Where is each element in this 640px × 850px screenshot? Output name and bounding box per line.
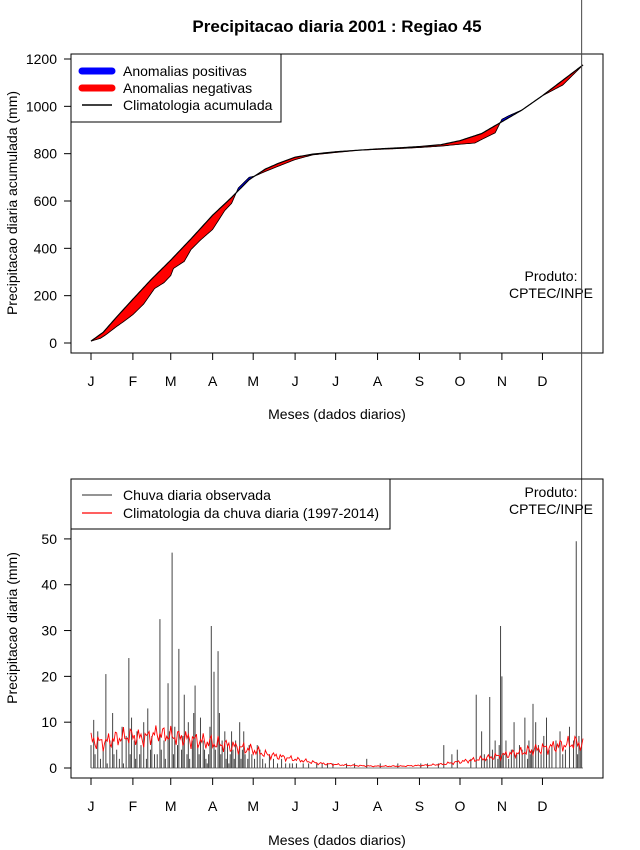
top-y-tick-label: 800 <box>34 146 58 162</box>
top-legend: Anomalias positivas Anomalias negativas … <box>70 53 282 123</box>
observed-cumulative-line <box>90 64 584 342</box>
top-x-tick-label: S <box>415 373 424 389</box>
climatology-cumulative-line <box>90 64 584 342</box>
top-x-tick-label: J <box>332 373 339 389</box>
bottom-y-tick-label: 30 <box>41 623 57 639</box>
top-x-tick-label: J <box>88 373 95 389</box>
legend-positive-label: Anomalias positivas <box>123 63 247 79</box>
top-y-tick-label: 1200 <box>26 51 57 67</box>
top-x-tick-label: F <box>129 373 138 389</box>
bottom-x-label: Meses (dados diarios) <box>268 832 406 848</box>
bottom-x-tick-label: A <box>373 798 383 814</box>
bottom-y-tick-label: 50 <box>41 531 57 547</box>
top-x-tick-label: M <box>165 373 177 389</box>
bottom-y-tick-label: 20 <box>41 668 57 684</box>
bottom-x-tick-label: F <box>129 798 138 814</box>
top-x-tick-label: J <box>292 373 299 389</box>
bottom-annotation-line1: Produto: <box>525 484 578 500</box>
bottom-y-label: Precipitacao diaria (mm) <box>4 552 20 704</box>
bottom-legend: Chuva diaria observada Climatologia da c… <box>70 478 391 530</box>
climatology-daily-line <box>90 725 584 768</box>
bottom-x-tick-label: O <box>455 798 466 814</box>
top-y-tick-label: 400 <box>34 240 58 256</box>
top-x-tick-label: N <box>497 373 507 389</box>
bottom-y-axis: 0 10 20 30 40 50 <box>41 531 72 776</box>
top-y-tick-label: 600 <box>34 193 58 209</box>
top-y-tick-label: 200 <box>34 288 58 304</box>
bottom-y-tick-label: 0 <box>49 760 57 776</box>
bottom-x-tick-label: J <box>332 798 339 814</box>
bottom-x-tick-label: M <box>165 798 177 814</box>
bottom-x-tick-label: J <box>88 798 95 814</box>
top-annotation-line1: Produto: <box>525 268 578 284</box>
bottom-x-tick-label: A <box>208 798 218 814</box>
bottom-y-tick-label: 40 <box>41 577 57 593</box>
bottom-plot: 0 10 20 30 40 50 J F M A M J J A S O N D Meses (dados di… <box>4 0 604 848</box>
bottom-annotation-line2: CPTEC/INPE <box>509 501 593 517</box>
bottom-x-tick-label: N <box>497 798 507 814</box>
top-y-tick-label: 0 <box>49 335 57 351</box>
top-annotation-line2: CPTEC/INPE <box>509 285 593 301</box>
bottom-x-tick-label: J <box>292 798 299 814</box>
bottom-plot-area <box>90 0 584 769</box>
top-plot: 0 200 400 600 800 1000 1200 J F M A M J J A S O N D Meses… <box>4 51 604 422</box>
legend-negative-label: Anomalias negativas <box>123 80 252 96</box>
bottom-x-tick-label: M <box>247 798 259 814</box>
legend-observed-label: Chuva diaria observada <box>123 487 271 503</box>
bottom-x-tick-label: S <box>415 798 424 814</box>
legend-clim-daily-label: Climatologia da chuva diaria (1997-2014) <box>123 505 379 521</box>
chart-title: Precipitacao diaria 2001 : Regiao 45 <box>192 17 481 36</box>
bottom-legend-box <box>70 478 391 530</box>
legend-climatology-label: Climatologia acumulada <box>123 97 273 113</box>
top-plot-area <box>90 64 584 342</box>
top-y-label: Precipitacao diaria acumulada (mm) <box>4 91 20 315</box>
top-y-axis: 0 200 400 600 800 1000 1200 <box>26 51 72 351</box>
bottom-y-tick-label: 10 <box>41 714 57 730</box>
top-x-tick-label: A <box>208 373 218 389</box>
top-x-tick-label: O <box>455 373 466 389</box>
bottom-x-tick-label: D <box>537 798 547 814</box>
top-x-label: Meses (dados diarios) <box>268 406 406 422</box>
top-x-tick-label: D <box>537 373 547 389</box>
top-x-tick-label: M <box>247 373 259 389</box>
top-y-tick-label: 1000 <box>26 98 57 114</box>
top-x-tick-label: A <box>373 373 383 389</box>
